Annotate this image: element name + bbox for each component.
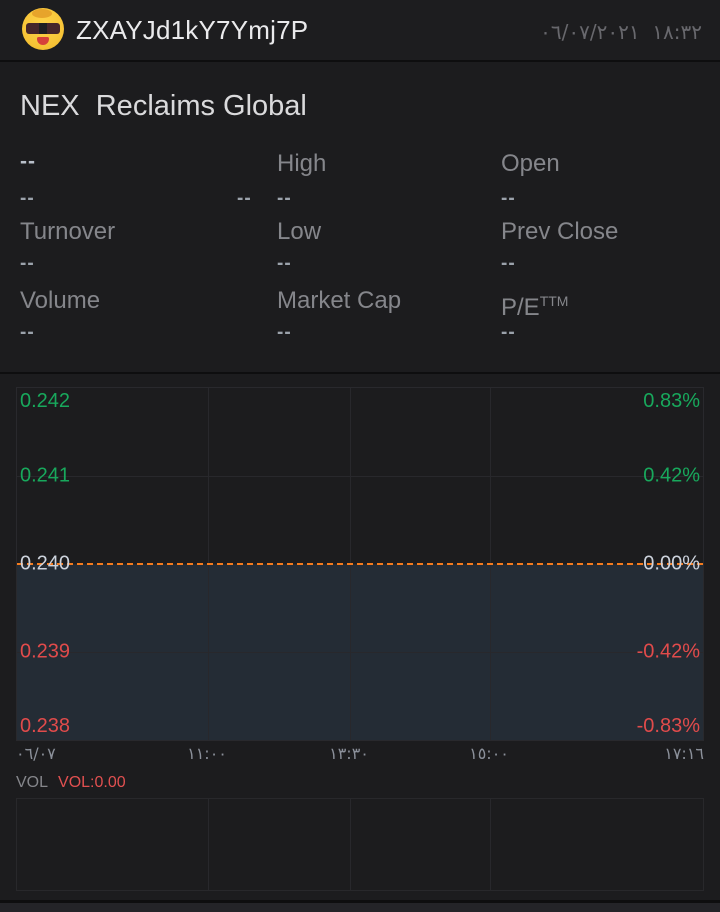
quote-section: NEX Reclaims Global -- High Open -- -- -… — [0, 62, 720, 372]
y-axis-percent-tick: 0.83% — [643, 390, 700, 412]
status-datetime: ١٨:٣٢ ٠٦/٠٧/٢٠٢١ — [540, 20, 702, 44]
prev-close-value: -- — [501, 253, 516, 274]
y-axis-percent-tick: 0.42% — [643, 464, 700, 487]
y-axis-percent-tick: -0.42% — [636, 640, 700, 663]
user-avatar[interactable] — [22, 8, 64, 50]
open-value: -- — [501, 188, 516, 209]
gridline — [350, 799, 351, 890]
high-value: -- — [277, 188, 292, 209]
avatar-hair — [32, 9, 52, 18]
prev-close-label: Prev Close — [501, 218, 619, 245]
divider — [0, 900, 720, 903]
vol-label: VOL — [16, 774, 49, 791]
y-axis-percent-tick: -0.83% — [636, 715, 700, 737]
pe-label-text: P/E — [501, 294, 540, 321]
pe-ttm-label: P/ETTM — [501, 287, 568, 322]
low-value: -- — [277, 253, 292, 274]
open-label: Open — [501, 150, 560, 177]
price-value: -- — [20, 150, 36, 173]
x-axis: ٠٦/٠٧ ١١:٠٠ ١٣:٣٠ ١٥:٠٠ ١٧:١٦ — [16, 744, 704, 766]
gridline — [17, 652, 703, 653]
y-axis-price-tick: 0.239 — [20, 640, 71, 663]
divider — [0, 60, 720, 62]
volume-chart[interactable] — [16, 798, 704, 891]
prev-close-dashed-line — [17, 563, 703, 565]
window-title: ZXAYJd1kY7Ymj7P — [76, 15, 309, 45]
y-axis-price-tick: 0.240 — [20, 552, 71, 575]
y-axis-price-tick: 0.242 — [20, 390, 71, 412]
change-percent-value: -- — [237, 188, 252, 209]
top-bar: ZXAYJd1kY7Ymj7P ١٨:٣٢ ٠٦/٠٧/٢٠٢١ — [0, 0, 720, 60]
pe-label-sup: TTM — [539, 293, 569, 309]
low-label: Low — [277, 218, 322, 245]
market-cap-label: Market Cap — [277, 287, 402, 314]
turnover-label: Turnover — [20, 218, 116, 245]
next-section-edge — [0, 903, 720, 912]
chart-section: 0.242 0.241 0.240 0.239 0.238 0.83% 0.42… — [0, 374, 720, 912]
y-axis-price-tick: 0.238 — [20, 715, 71, 737]
volume-label: Volume — [20, 287, 101, 314]
x-axis-tick: ٠٦/٠٧ — [16, 744, 56, 763]
price-chart[interactable]: 0.242 0.241 0.240 0.239 0.238 0.83% 0.42… — [16, 387, 704, 741]
y-axis-price-tick: 0.241 — [20, 464, 71, 487]
stock-name: NEX Reclaims Global — [20, 90, 307, 122]
pe-ttm-value: -- — [501, 322, 516, 343]
change-value: -- — [20, 188, 35, 209]
x-axis-tick: ١٣:٣٠ — [329, 744, 369, 763]
high-label: High — [277, 150, 327, 177]
volume-value: -- — [20, 322, 35, 343]
divider — [0, 372, 720, 374]
volume-legend: VOL VOL:0.00 — [16, 774, 126, 794]
gridline — [17, 476, 703, 477]
x-axis-tick: ١٥:٠٠ — [469, 744, 509, 763]
vol-value: VOL:0.00 — [58, 774, 126, 791]
y-axis-percent-tick: 0.00% — [643, 552, 700, 575]
sunglasses-icon — [26, 23, 60, 34]
x-axis-tick: ١١:٠٠ — [187, 744, 227, 763]
market-cap-value: -- — [277, 322, 292, 343]
turnover-value: -- — [20, 253, 35, 274]
gridline — [208, 799, 209, 890]
x-axis-tick: ١٧:١٦ — [664, 744, 704, 763]
avatar-mouth — [37, 37, 49, 45]
gridline — [490, 799, 491, 890]
